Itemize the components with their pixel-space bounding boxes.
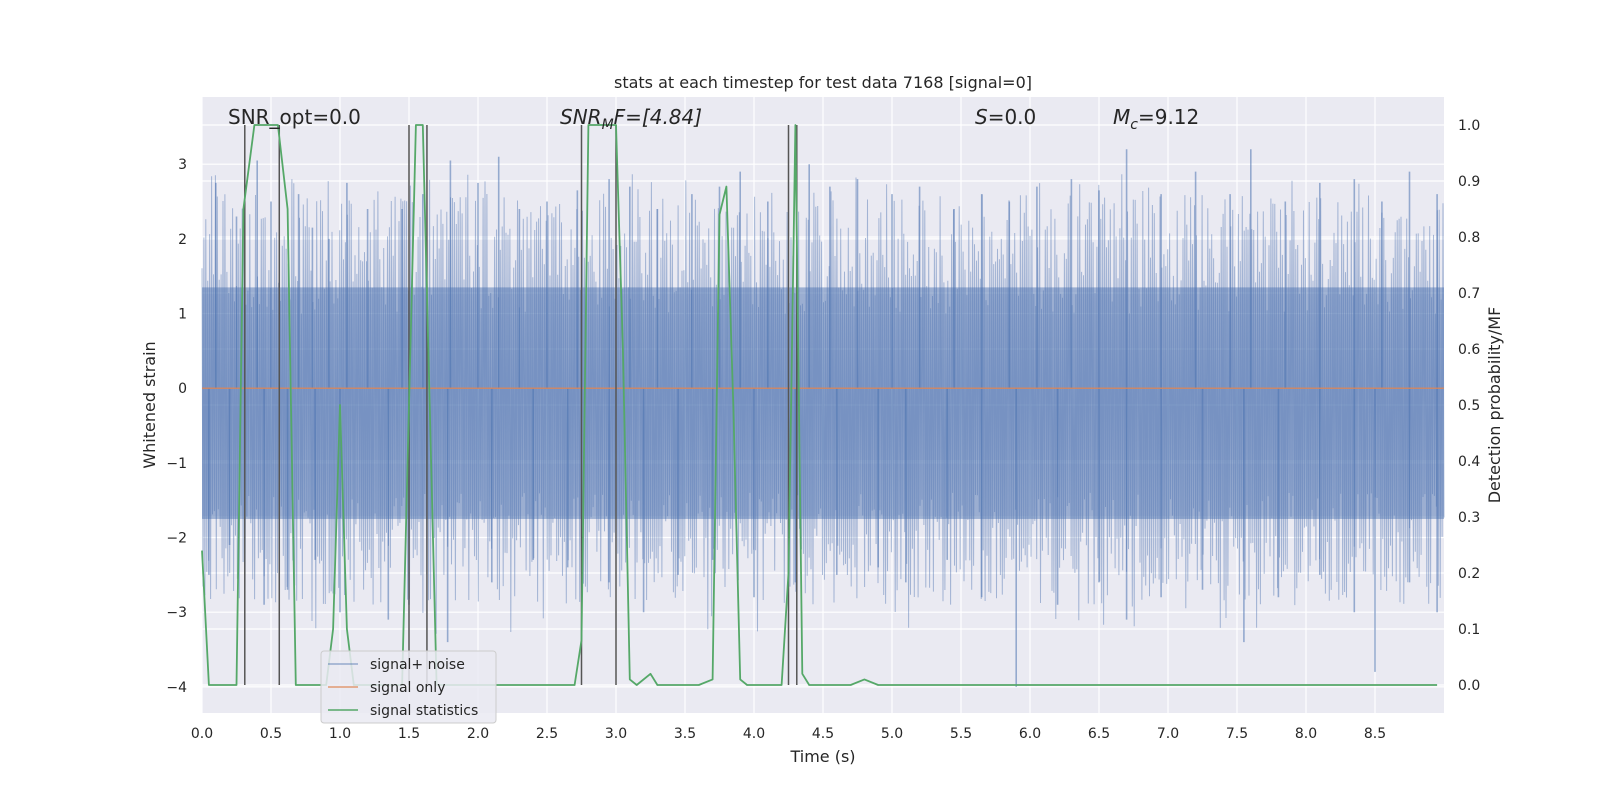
y-tick-label: 1 bbox=[178, 307, 187, 323]
y-tick-label: 2 bbox=[178, 232, 187, 248]
x-tick-label: 1.0 bbox=[329, 726, 351, 742]
chart-title: stats at each timestep for test data 716… bbox=[614, 73, 1032, 92]
y-axis-label: Whitened strain bbox=[140, 341, 159, 468]
y2-tick-label: 0.8 bbox=[1458, 230, 1480, 246]
annotation-s: S=0.0 bbox=[975, 105, 1036, 129]
y2-tick-label: 0.1 bbox=[1458, 622, 1480, 638]
y-tick-labels: 3 2 1 0 −1 −2 −3 −4 bbox=[166, 157, 187, 696]
y-tick-label: 3 bbox=[178, 157, 187, 173]
legend-label-stat: signal statistics bbox=[370, 703, 478, 719]
x-tick-label: 1.5 bbox=[398, 726, 420, 742]
legend-label-signal: signal only bbox=[370, 680, 445, 696]
x-tick-label: 6.5 bbox=[1088, 726, 1110, 742]
x-tick-label: 5.5 bbox=[950, 726, 972, 742]
y2-tick-label: 1.0 bbox=[1458, 118, 1480, 134]
x-tick-labels: 0.0 0.5 1.0 1.5 2.0 2.5 3.0 3.5 4.0 4.5 5.0 5.5 6.0 6… bbox=[191, 726, 1386, 742]
x-tick-label: 2.5 bbox=[536, 726, 558, 742]
x-tick-label: 6.0 bbox=[1019, 726, 1041, 742]
x-axis-label: Time (s) bbox=[789, 747, 855, 766]
x-tick-label: 8.0 bbox=[1295, 726, 1317, 742]
annotation-mc: Mc=9.12 bbox=[1113, 105, 1199, 133]
y2-tick-label: 0.6 bbox=[1458, 342, 1480, 358]
x-tick-label: 0.0 bbox=[191, 726, 213, 742]
y2-tick-labels: 1.0 0.9 0.8 0.7 0.6 0.5 0.4 0.3 0.2 0.1 0.0 bbox=[1458, 118, 1480, 694]
x-tick-label: 5.0 bbox=[881, 726, 903, 742]
x-tick-label: 3.0 bbox=[605, 726, 627, 742]
y2-tick-label: 0.7 bbox=[1458, 286, 1480, 302]
annotation-snr-mf: SNRMF=[4.84] bbox=[560, 105, 702, 133]
y2-tick-label: 0.3 bbox=[1458, 510, 1480, 526]
y2-axis-label: Detection probability/MF bbox=[1485, 307, 1504, 504]
y2-tick-label: 0.9 bbox=[1458, 174, 1480, 190]
signal-statistics-series bbox=[201, 124, 1438, 686]
x-tick-label: 7.0 bbox=[1157, 726, 1179, 742]
x-tick-label: 7.5 bbox=[1226, 726, 1248, 742]
y-tick-label: −1 bbox=[166, 456, 187, 472]
annotation-snr-opt: SNR_opt=0.0 bbox=[228, 105, 361, 129]
y2-tick-label: 0.0 bbox=[1458, 678, 1480, 694]
legend-box bbox=[320, 650, 497, 724]
y-tick-label: −3 bbox=[166, 605, 187, 621]
legend: signal+ noise signal only signal statist… bbox=[320, 650, 497, 724]
x-tick-label: 0.5 bbox=[260, 726, 282, 742]
signal-statistics-line bbox=[201, 124, 1438, 686]
y-tick-label: −2 bbox=[166, 531, 187, 547]
x-tick-label: 4.5 bbox=[812, 726, 834, 742]
x-tick-label: 8.5 bbox=[1364, 726, 1386, 742]
x-tick-label: 4.0 bbox=[743, 726, 765, 742]
x-tick-label: 3.5 bbox=[674, 726, 696, 742]
y2-tick-label: 0.5 bbox=[1458, 398, 1480, 414]
y-tick-label: 0 bbox=[178, 381, 187, 397]
legend-label-noise: signal+ noise bbox=[370, 657, 465, 673]
x-tick-label: 2.0 bbox=[467, 726, 489, 742]
y2-tick-label: 0.2 bbox=[1458, 566, 1480, 582]
y2-tick-label: 0.4 bbox=[1458, 454, 1480, 470]
y-tick-label: −4 bbox=[166, 680, 187, 696]
